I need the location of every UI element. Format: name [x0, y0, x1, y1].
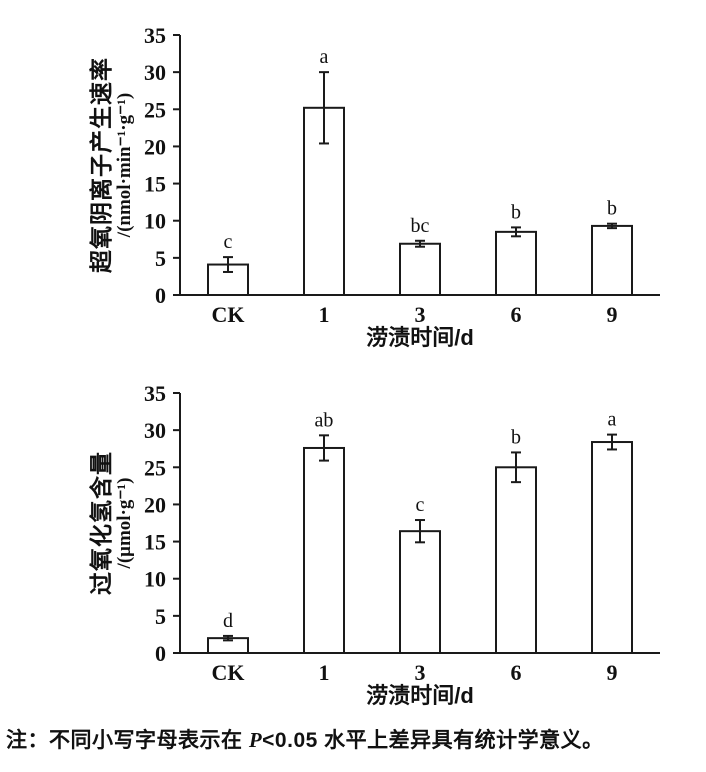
bar	[591, 224, 633, 297]
y-tick-label: 30	[144, 418, 166, 443]
y-tick-label: 10	[144, 209, 166, 234]
x-category-label: CK	[212, 302, 245, 327]
x-category-label: 1	[319, 660, 330, 685]
significance-letter: d	[223, 610, 233, 632]
significance-letter: b	[607, 198, 617, 220]
y-tick-label: 25	[144, 97, 166, 122]
figure-note: 注：不同小写字母表示在 P<0.05 水平上差异具有统计学意义。	[6, 724, 706, 754]
significance-letter: b	[511, 201, 521, 223]
plot-area: 0 5 10 15 20 25 30 35 c CK a 1 bc 3 b 6 b 9	[144, 23, 660, 327]
x-category-label: CK	[212, 660, 245, 685]
note-p-symbol: P	[248, 728, 263, 752]
bar	[399, 530, 441, 655]
significance-letter: bc	[411, 215, 430, 237]
bar	[495, 230, 537, 297]
bar	[303, 446, 345, 654]
significance-letter: c	[224, 231, 233, 253]
y-tick-label: 20	[144, 492, 166, 517]
y-tick-label: 0	[155, 641, 166, 666]
significance-letter: ab	[315, 409, 334, 431]
chart-superoxide-rate: 超氧阴离子产生速率 /(nmol·min⁻¹·g⁻¹) 0 5 10 15 20 25 30…	[0, 0, 706, 355]
y-tick-label: 0	[155, 283, 166, 308]
x-category-label: 3	[415, 302, 426, 327]
y-tick-label: 20	[144, 134, 166, 159]
y-tick-label: 25	[144, 455, 166, 480]
bar	[591, 441, 633, 655]
y-tick-label: 5	[155, 246, 166, 271]
significance-letter: a	[320, 46, 329, 68]
bar	[399, 242, 441, 296]
y-tick-label: 5	[155, 604, 166, 629]
significance-letter: a	[608, 409, 617, 431]
bar	[495, 466, 537, 654]
y-tick-label: 35	[144, 381, 166, 406]
y-tick-label: 10	[144, 567, 166, 592]
note-prefix: 注：不同小写字母表示在	[6, 729, 249, 752]
chart-h2o2-content: 过氧化氢含量 /(μmol·g⁻¹) 0 5 10 15 20 25 30 35 d CK ab 1 c…	[0, 358, 706, 713]
x-axis-title: 涝渍时间/d	[366, 325, 474, 350]
x-category-label: 3	[415, 660, 426, 685]
significance-letter: c	[416, 494, 425, 516]
x-category-label: 6	[511, 660, 522, 685]
x-axis-title: 涝渍时间/d	[366, 683, 474, 708]
y-tick-label: 35	[144, 23, 166, 48]
significance-letter: b	[511, 426, 521, 448]
plot-area: 0 5 10 15 20 25 30 35 d CK ab 1 c 3 b 6 a 9	[144, 381, 660, 685]
x-category-label: 9	[607, 660, 618, 685]
y-tick-label: 30	[144, 60, 166, 85]
x-category-label: 6	[511, 302, 522, 327]
x-category-label: 9	[607, 302, 618, 327]
x-category-label: 1	[319, 302, 330, 327]
y-tick-label: 15	[144, 172, 166, 197]
note-suffix: <0.05 水平上差异具有统计学意义。	[262, 729, 604, 752]
y-tick-label: 15	[144, 530, 166, 555]
